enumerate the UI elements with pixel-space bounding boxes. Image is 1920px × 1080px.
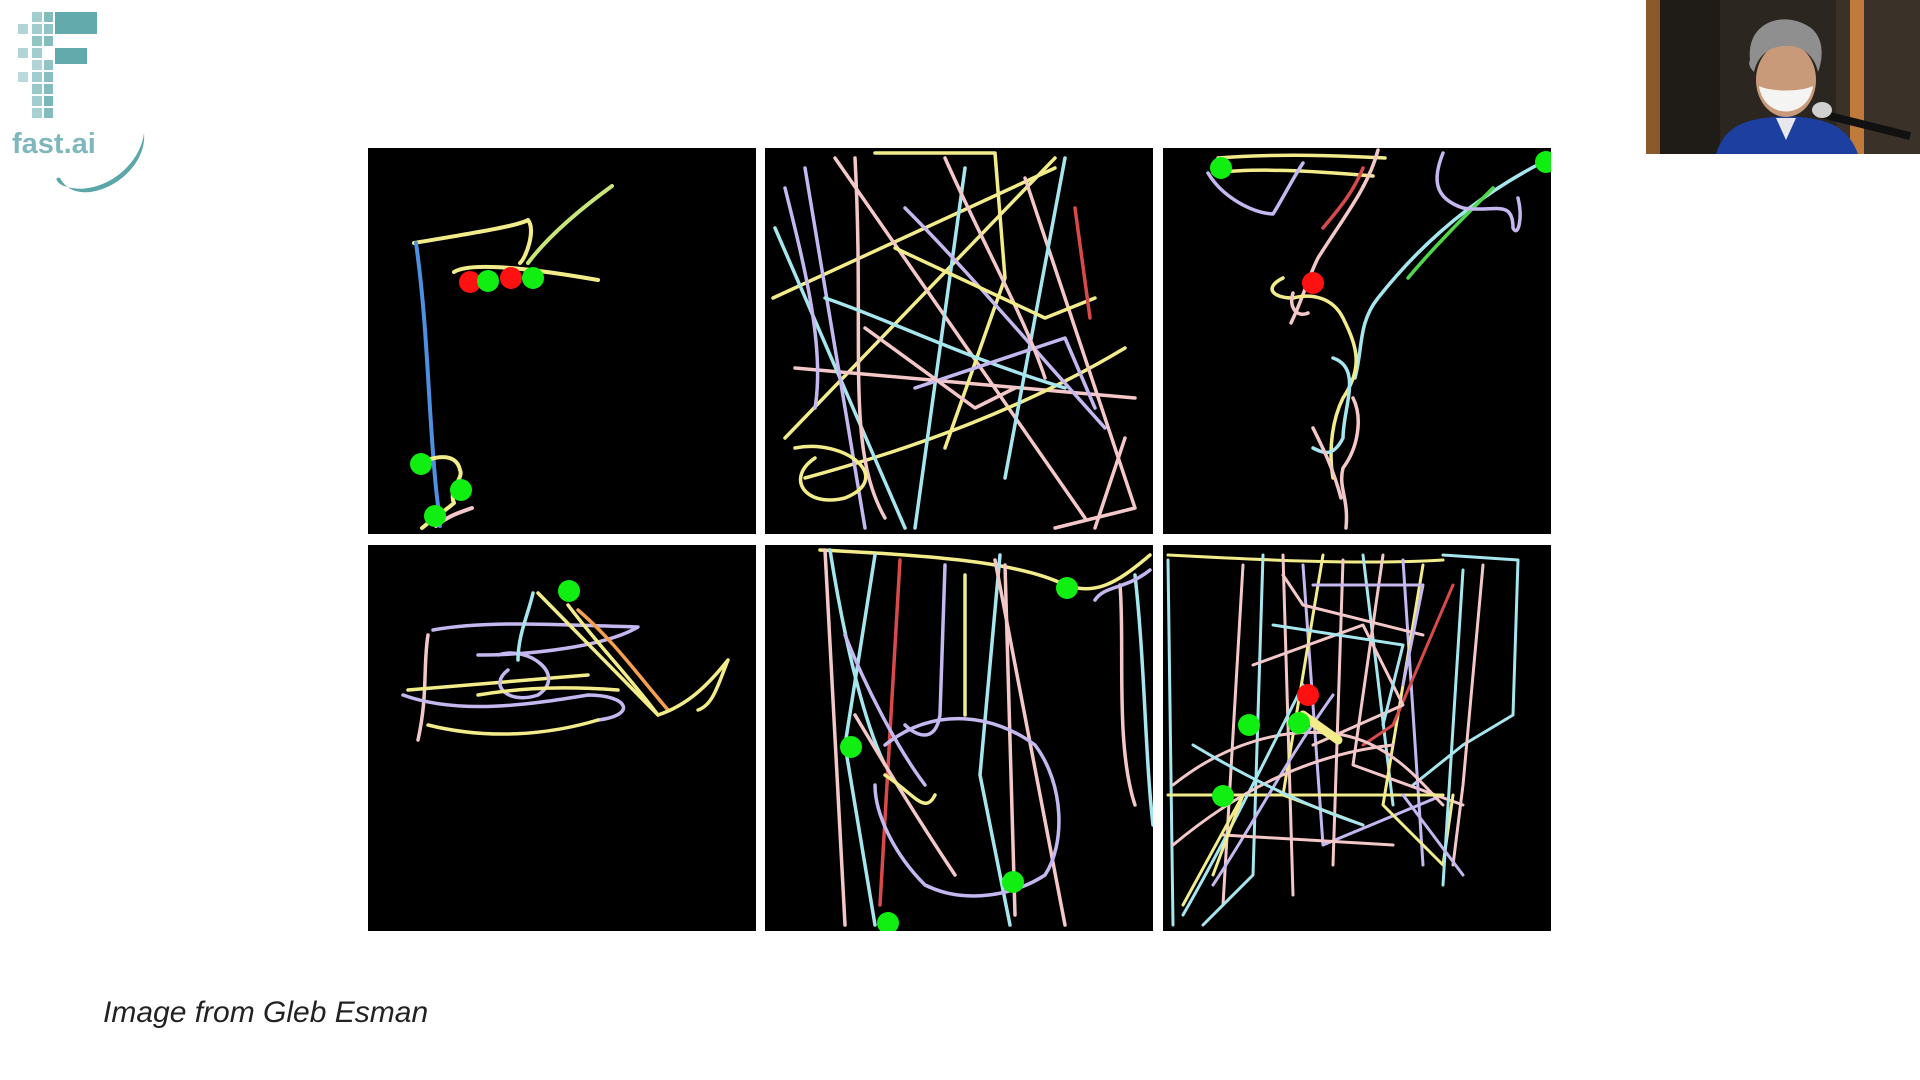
trajectory-plot-4 (401, 580, 730, 742)
trajectory-plot-2 (771, 151, 1137, 530)
trajectory-panel-6 (1163, 545, 1551, 931)
mouse-trajectory-figure (368, 148, 1551, 931)
image-credit-caption: Image from Gleb Esman (103, 996, 429, 1029)
trajectory-plot-5 (818, 548, 1153, 931)
trajectory-plot-6 (1166, 553, 1520, 927)
trajectory-panel-4 (368, 545, 756, 931)
fastai-logo-icon (8, 8, 148, 208)
presenter-video-icon (1646, 0, 1920, 154)
trajectory-plot-1 (410, 184, 614, 530)
logo-text: fast.ai (12, 128, 96, 160)
trajectory-panel-1 (368, 148, 756, 534)
trajectory-panel-5 (765, 545, 1153, 931)
presenter-video-graphic (1646, 0, 1920, 154)
trajectory-plot-3 (1206, 148, 1551, 530)
trajectory-panel-2 (765, 148, 1153, 534)
fastai-logo-graphic (18, 12, 145, 193)
trajectory-panel-3 (1163, 148, 1551, 534)
